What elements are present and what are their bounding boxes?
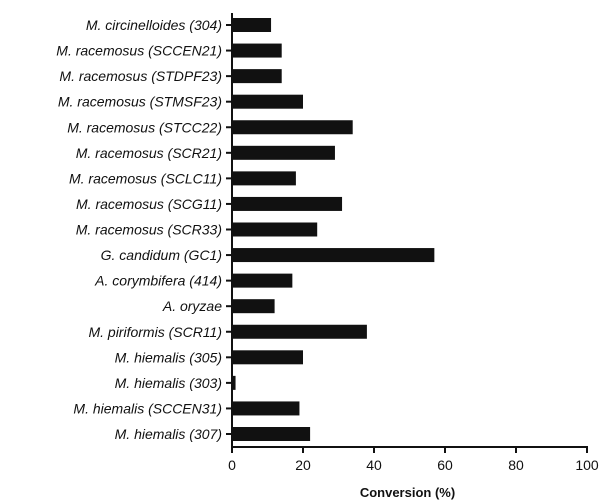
bar (232, 120, 353, 135)
category-label: A. oryzae (162, 298, 222, 314)
bar (232, 145, 335, 160)
x-axis-ticks: 0 20 40 60 80 100 (228, 447, 599, 473)
bar (232, 94, 303, 109)
category-label: M. racemosus (STCC22) (67, 119, 222, 135)
category-label: M. racemosus (SCR33) (76, 222, 222, 238)
bars-layer (232, 18, 435, 441)
bar (232, 401, 300, 416)
category-label: M. racemosus (SCR21) (76, 145, 222, 161)
bar (232, 299, 275, 314)
x-tick-label: 0 (228, 457, 236, 473)
category-label: M. hiemalis (305) (115, 349, 222, 365)
x-tick-label: 20 (295, 457, 311, 473)
bar (232, 324, 367, 339)
bar (232, 18, 272, 32)
x-tick-label: 100 (575, 457, 599, 473)
category-label: M. racemosus (SCCEN21) (56, 43, 222, 59)
category-label: M. piriformis (SCR11) (88, 324, 222, 340)
x-tick-label: 60 (437, 457, 453, 473)
bar (232, 196, 343, 211)
category-label: M. hiemalis (307) (115, 426, 222, 442)
category-label: M. hiemalis (303) (115, 375, 222, 391)
category-label: M. racemosus (STMSF23) (58, 94, 222, 110)
bar (232, 375, 236, 390)
bar (232, 43, 282, 58)
category-label: M. racemosus (SCG11) (76, 196, 222, 212)
category-label: G. candidum (GC1) (101, 247, 222, 263)
x-tick-label: 80 (508, 457, 524, 473)
category-label: A. corymbifera (414) (94, 273, 222, 289)
x-tick-label: 40 (366, 457, 382, 473)
bar (232, 427, 311, 441)
category-label: M. racemosus (SCLC11) (69, 170, 222, 186)
category-label: M. circinelloides (304) (86, 17, 222, 33)
bar (232, 273, 293, 288)
category-label: M. hiemalis (SCCEN31) (73, 400, 222, 416)
x-axis-title: Conversion (%) (360, 485, 455, 500)
bar (232, 171, 296, 186)
bar (232, 350, 303, 365)
bar (232, 69, 282, 84)
category-labels: M. circinelloides (304) M. racemosus (SCC… (56, 17, 222, 442)
bar (232, 222, 318, 237)
bar (232, 248, 435, 263)
category-label: M. racemosus (STDPF23) (59, 68, 222, 84)
